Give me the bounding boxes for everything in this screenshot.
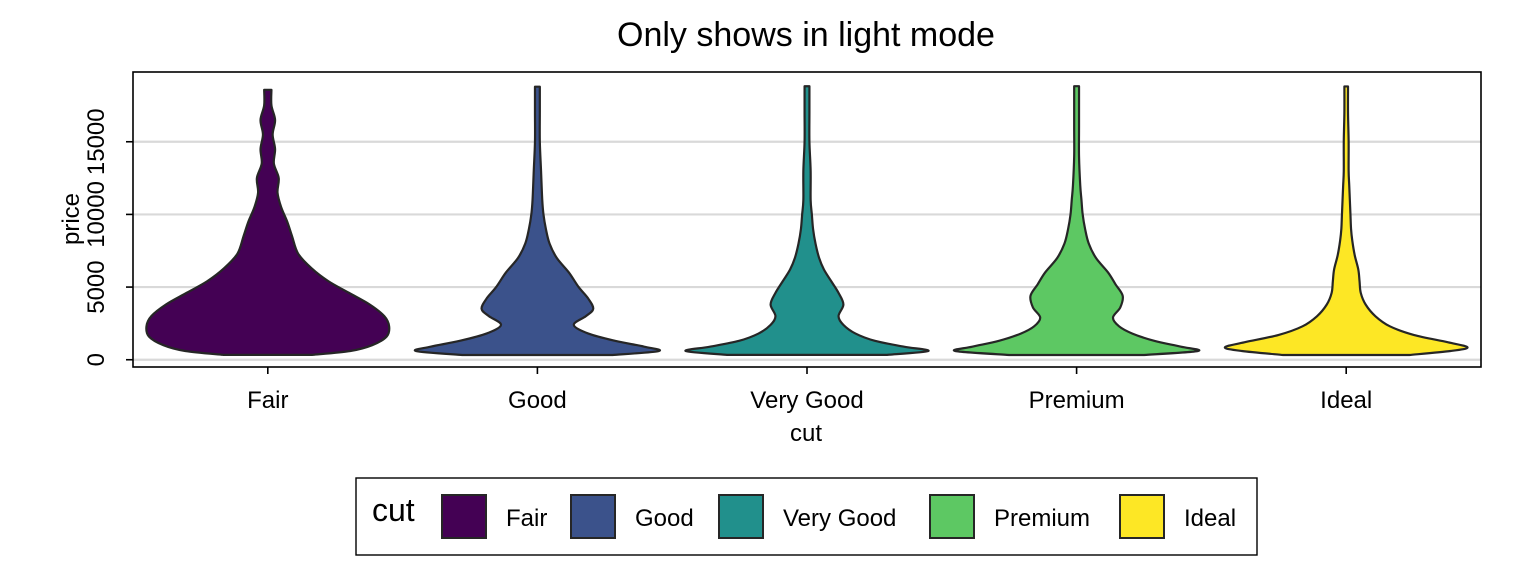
legend-label: Good (635, 505, 694, 532)
legend-key-very-good (718, 494, 764, 539)
x-axis: Fair Good Very Good Premium Ideal (247, 367, 1372, 414)
y-axis-title: price (58, 193, 85, 245)
x-tick-label: Ideal (1320, 387, 1372, 414)
legend-key-good (570, 494, 616, 539)
y-tick-label: 15000 (83, 108, 110, 175)
legend-label: Premium (994, 505, 1090, 532)
violin-premium (952, 85, 1201, 357)
y-axis: 0 5000 10000 15000 (83, 108, 133, 366)
chart-title: Only shows in light mode (617, 16, 995, 54)
legend-label: Ideal (1184, 505, 1236, 532)
legend-key-ideal (1119, 494, 1165, 539)
x-tick-label: Good (508, 387, 567, 414)
violin-good (413, 85, 662, 357)
y-tick-label: 0 (83, 353, 110, 366)
violins (145, 85, 1469, 357)
legend: cut Fair Good Very Good Premium Ideal (355, 477, 1258, 556)
x-tick-label: Premium (1029, 387, 1125, 414)
legend-items: Fair Good Very Good Premium Ideal (441, 494, 1236, 539)
x-tick-label: Fair (247, 387, 288, 414)
legend-box (355, 477, 1258, 556)
legend-title: cut (372, 492, 415, 528)
violin-fair (145, 88, 391, 356)
legend-key-fair (441, 494, 487, 539)
violin-very-good (684, 85, 930, 356)
legend-label: Very Good (783, 505, 896, 532)
y-tick-label: 10000 (83, 181, 110, 248)
legend-key-premium (929, 494, 975, 539)
x-tick-label: Very Good (750, 387, 863, 414)
violin-ideal (1223, 85, 1469, 357)
x-axis-title: cut (790, 420, 822, 447)
legend-label: Fair (506, 505, 547, 532)
y-tick-label: 5000 (83, 260, 110, 313)
